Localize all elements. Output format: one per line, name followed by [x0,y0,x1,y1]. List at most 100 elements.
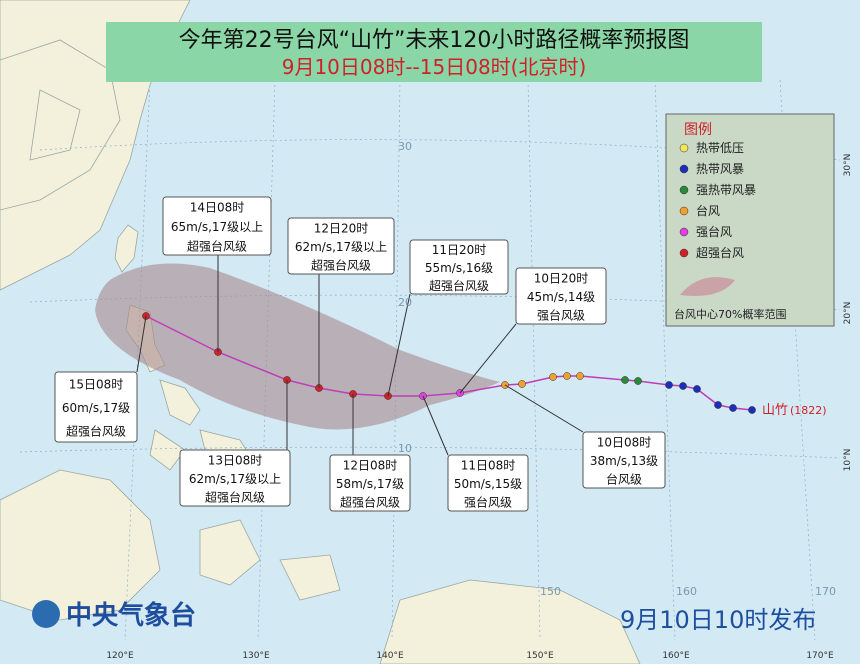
lat-label-inner: 20 [398,296,412,309]
taiwan [114,224,139,273]
leader-line [136,315,147,373]
province-borders [0,39,121,211]
callout-box [287,217,395,275]
lat-label-edge: 20°N [843,302,853,325]
legend-label: 强热带风暴 [696,183,756,197]
lon-label: 170°E [806,651,834,661]
callout-time: 12日08时 [343,458,398,472]
callout-level: 台风级 [606,472,642,487]
callouts: 14日08时65m/s,17级以上超强台风级12日20时62m/s,17级以上超… [54,196,666,512]
track-point [714,401,722,409]
callout-wind: 55m/s,16级 [425,261,493,275]
track-point [679,382,687,390]
callout-level: 强台风级 [464,495,512,510]
title-band [106,22,762,82]
callout-time: 12日20时 [314,221,369,235]
track-point [621,376,629,384]
callout-level: 超强台风级 [187,238,247,253]
callout-wind: 58m/s,17级 [336,477,404,491]
track-point [563,372,571,380]
lon-label-inner: 160 [676,585,697,598]
lon-label: 150°E [526,651,554,661]
storm-name: 山竹 [762,403,788,418]
lat-label-inner: 10 [398,442,412,455]
lon-label-inner: 150 [540,585,561,598]
track-point [665,381,673,389]
legend-label: 热带低压 [696,141,744,155]
callout-level: 超强台风级 [311,258,371,273]
lon-label: 160°E [662,651,690,661]
issued: 9月10日10时发布 [620,606,816,634]
legend-swatch [679,227,689,237]
legend-swatch [679,143,689,153]
callout-box [179,449,291,507]
callout-wind: 62m/s,17级以上 [295,240,387,254]
leader-line [422,395,449,456]
lat-label-inner: 30 [398,140,412,153]
callout-box [447,454,529,512]
probability-area [95,263,500,430]
callout-box [329,454,411,512]
callout-time: 14日08时 [190,201,245,215]
callout-time: 13日08时 [208,453,263,467]
track-point [634,377,642,385]
legend-label: 超强台风 [696,245,744,260]
callout-wind: 65m/s,17级以上 [171,220,263,234]
islands [199,519,341,601]
logo [32,600,60,628]
callout-wind: 60m/s,17级 [62,401,130,415]
callout-level: 超强台风级 [429,278,489,293]
lon-label: 120°E [106,651,134,661]
legend-label: 台风 [696,203,720,218]
lat-label-edge: 10°N [843,449,853,472]
callout-box [54,371,138,443]
callout-time: 15日08时 [69,378,124,392]
lon-label: 140°E [376,651,404,661]
track-point [729,404,737,412]
lon-label-inner: 170 [815,585,836,598]
track-point [518,380,526,388]
callout-wind: 50m/s,15级 [454,477,522,491]
legend-area-swatch [680,277,735,296]
legend-title: 图例 [684,122,712,138]
callout-level: 强台风级 [537,308,585,323]
callout-time: 10日08时 [597,435,652,449]
axis-labels: 30 20 10 30°N 20°N 10°N 150 160 170 120°E 130°E 140… [106,140,853,661]
callout-wind: 38m/s,13级 [590,454,658,468]
callout-box [162,196,272,256]
leader-line [387,293,411,397]
callout-box [409,239,509,295]
leader-line [459,323,517,394]
subtitle: 9月10日08时--15日08时(北京时) [282,55,587,79]
callout-level: 超强台风级 [340,495,400,510]
callout-time: 11日20时 [432,243,487,257]
track-point [748,406,756,414]
track-point [693,385,701,393]
lat-label-edge: 30°N [843,154,853,177]
legend-swatch [679,206,689,216]
track-point [549,373,557,381]
legend-swatch [679,164,689,174]
callout-box [582,431,666,489]
title: 今年第22号台风“山竹”未来120小时路径概率预报图 [179,28,690,53]
callout-wind: 62m/s,17级以上 [189,472,281,486]
leader-line [504,384,584,433]
track-point [576,372,584,380]
callout-level: 超强台风级 [205,490,265,505]
storm-code: (1822) [790,404,827,417]
legend-label: 强台风 [696,224,732,239]
lon-label: 130°E [242,651,270,661]
callout-wind: 45m/s,14级 [527,290,595,304]
callout-box [515,267,607,325]
callout-time: 10日20时 [534,271,589,285]
callout-level: 超强台风级 [66,423,126,438]
legend-label: 热带风暴 [696,162,744,176]
legend-swatch [679,248,689,258]
borneo [0,469,161,621]
agency: 中央气象台 [66,600,196,631]
legend-range-label: 台风中心70%概率范围 [674,307,786,321]
callout-time: 11日08时 [461,458,516,472]
legend-swatch [679,185,689,195]
